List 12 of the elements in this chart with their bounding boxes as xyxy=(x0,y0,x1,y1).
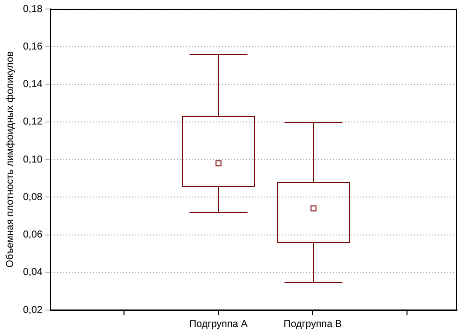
x-tick-label: Подгруппа B xyxy=(284,318,342,330)
y-tick-label: 0,16 xyxy=(22,41,43,52)
y-tick-label: 0,10 xyxy=(22,154,43,166)
y-tick-label: 0,04 xyxy=(22,267,43,278)
y-tick-label: 0,06 xyxy=(22,230,43,240)
y-tick-label: 0,14 xyxy=(22,79,43,90)
y-tick-label: 0,18 xyxy=(22,4,43,15)
y-axis-title: Объемная плотность лимфоидных фоликулов xyxy=(4,51,16,268)
y-tick-label: 0,02 xyxy=(22,304,43,316)
x-tick-label: Подгруппа A xyxy=(189,318,248,330)
y-tick-label: 0,12 xyxy=(22,116,43,128)
y-tick-label: 0,08 xyxy=(22,192,43,203)
